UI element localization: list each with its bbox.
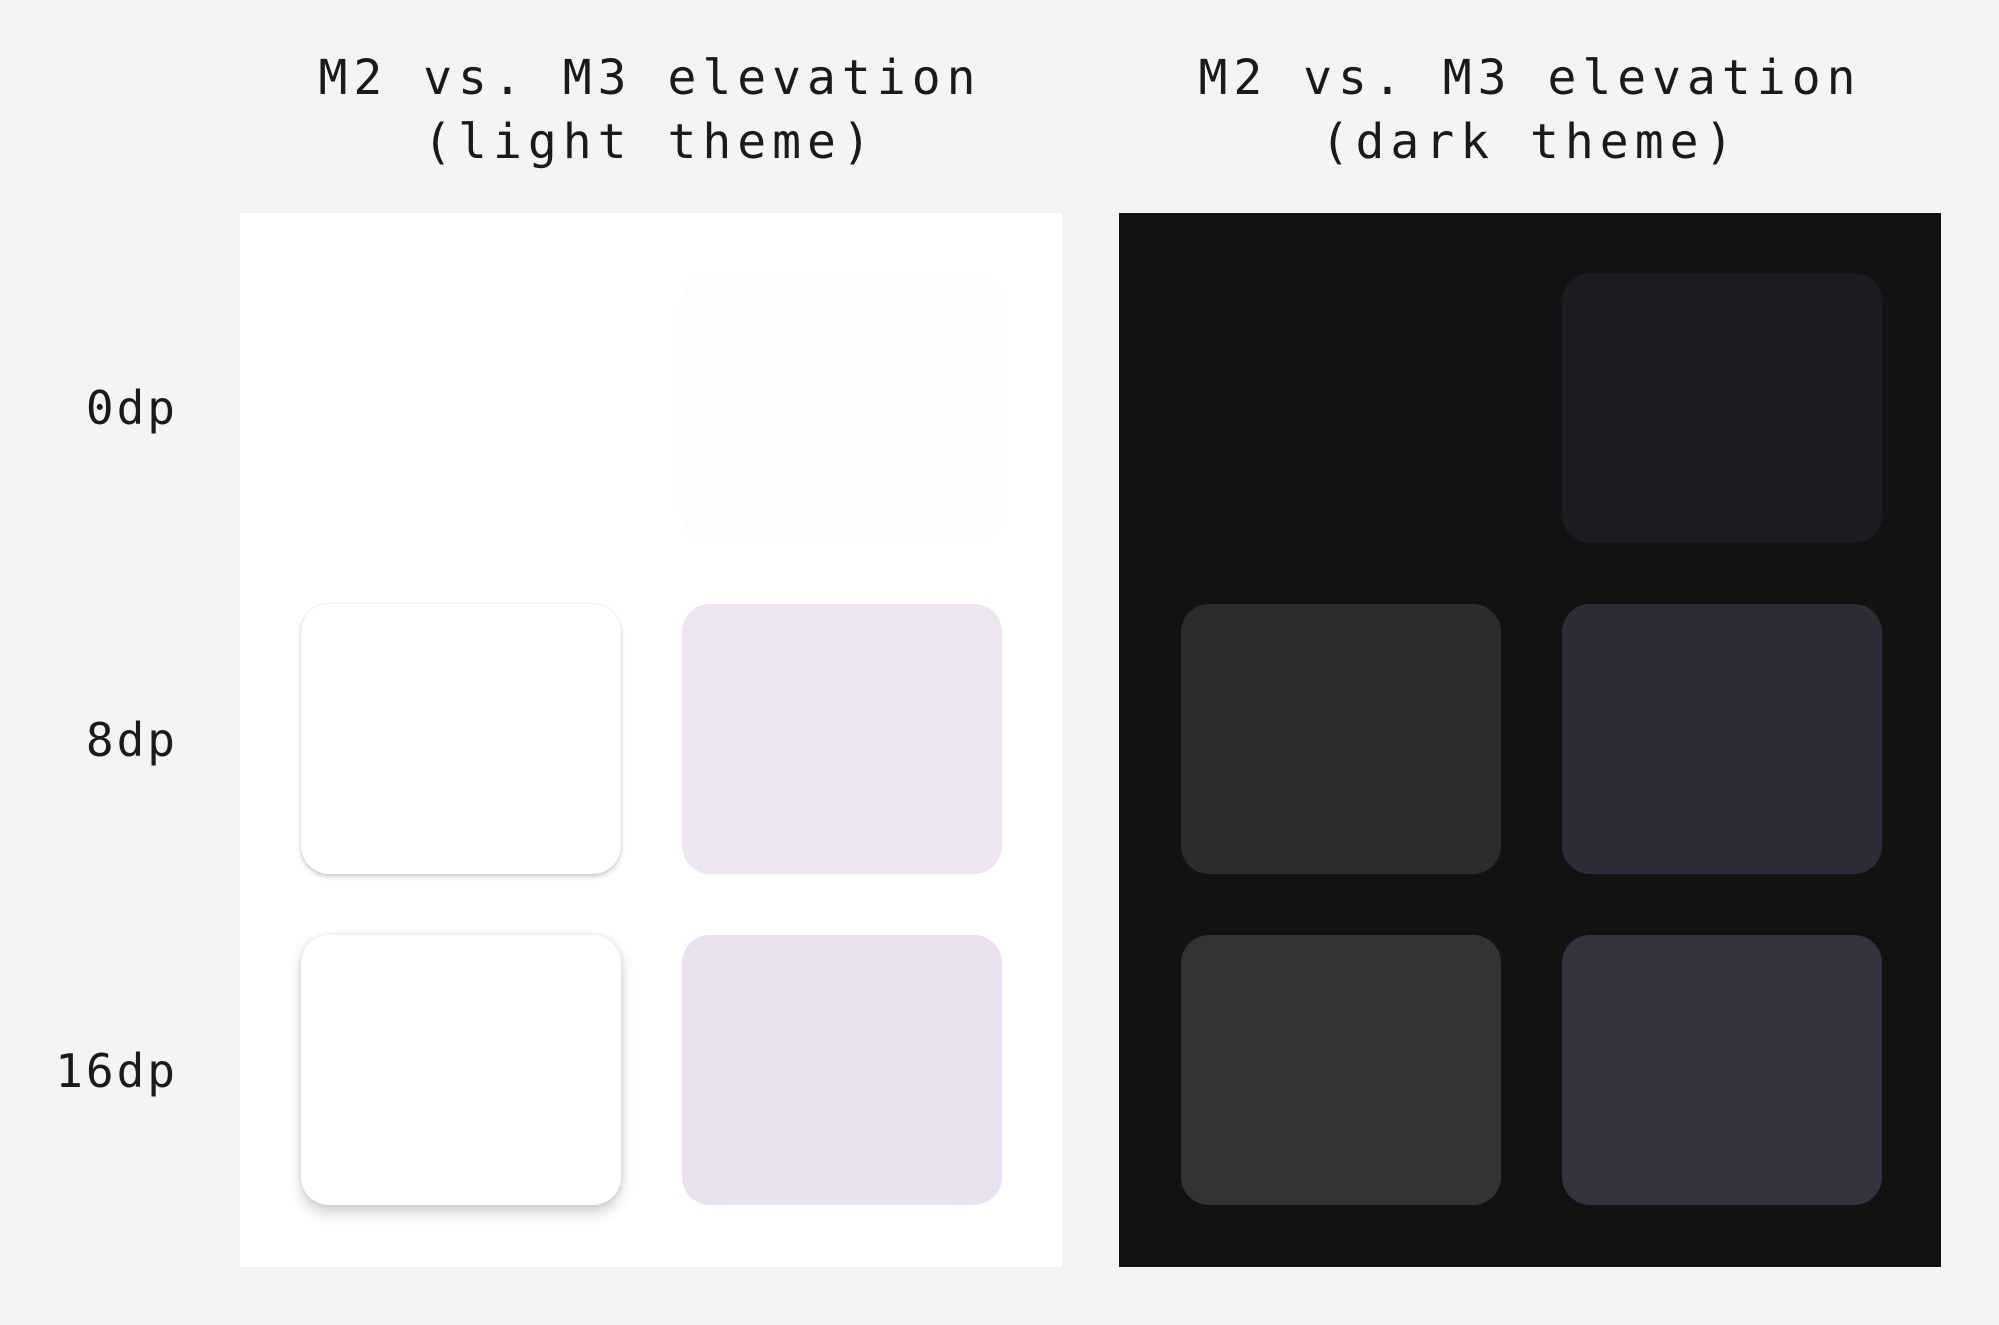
- row-label-16dp: 16dp: [55, 1044, 178, 1098]
- light-m3-card-16dp: [682, 935, 1002, 1205]
- dark-theme-panel: [1119, 213, 1941, 1267]
- light-m3-card-0dp: [682, 273, 1002, 543]
- light-m2-card-8dp: [301, 604, 621, 874]
- dark-m3-card-8dp: [1562, 604, 1882, 874]
- dark-m2-card-16dp: [1181, 935, 1501, 1205]
- light-m3-card-8dp: [682, 604, 1002, 874]
- row-label-0dp: 0dp: [85, 381, 178, 435]
- light-m2-card-16dp: [301, 935, 621, 1205]
- light-theme-title: M2 vs. M3 elevation (light theme): [318, 50, 982, 170]
- dark-m3-card-0dp: [1562, 273, 1882, 543]
- light-theme-panel: [240, 213, 1062, 1267]
- row-label-8dp: 8dp: [85, 713, 178, 767]
- dark-theme-title: M2 vs. M3 elevation (dark theme): [1198, 50, 1862, 170]
- dark-m2-card-8dp: [1181, 604, 1501, 874]
- dark-m3-card-16dp: [1562, 935, 1882, 1205]
